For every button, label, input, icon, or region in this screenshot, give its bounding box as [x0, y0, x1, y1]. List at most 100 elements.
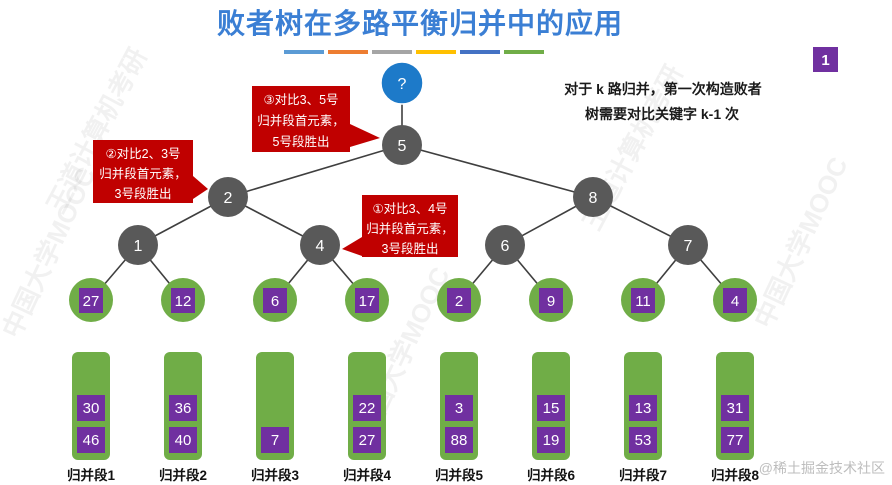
- merge-segment-label: 归并段8: [711, 467, 759, 483]
- title-underline-bar: [460, 50, 500, 54]
- internal-node: 6: [485, 225, 525, 265]
- merge-segment: 31 77 归并段8: [711, 352, 759, 483]
- segment-key-box: [445, 395, 473, 421]
- callout-line: 5号段胜出: [273, 134, 330, 149]
- merge-segment: 3 88 归并段5: [435, 352, 483, 483]
- leaf-key-box: [631, 288, 655, 313]
- leaf-key-label: 17: [359, 293, 376, 310]
- corner-watermark: @稀土掘金技术社区: [759, 460, 885, 476]
- segment-key-label: 31: [727, 400, 744, 417]
- k-way-note-line: 对于 k 路归并，第一次构造败者: [564, 81, 762, 97]
- leaf-key-box: [539, 288, 563, 313]
- segment-key-label: 13: [635, 400, 652, 417]
- leaf-key-box: [447, 288, 471, 313]
- tree-edge: [227, 144, 403, 198]
- internal-node-label: 1: [134, 238, 143, 255]
- internal-node: 1: [118, 225, 158, 265]
- page-badge-box: [813, 47, 838, 72]
- merge-segment: 13 53 归并段7: [619, 352, 667, 483]
- root-node-circle: [380, 61, 424, 105]
- segment-key-label: 53: [635, 432, 652, 449]
- root-node: ?: [380, 61, 424, 105]
- leaf-key-label: 6: [271, 293, 279, 310]
- leaf-key-label: 4: [731, 293, 739, 310]
- leaf-key-label: 9: [547, 293, 555, 310]
- merge-segment-label: 归并段3: [251, 467, 299, 483]
- segment-key-box: [537, 395, 565, 421]
- segment-key-box: [353, 427, 381, 453]
- internal-node-label: 8: [589, 190, 598, 207]
- page-badge-number: 1: [821, 52, 829, 69]
- merge-segment-label: 归并段6: [527, 467, 575, 483]
- segment-key-label: 7: [271, 432, 279, 449]
- internal-node-circle: [668, 225, 708, 265]
- internal-node: 8: [573, 177, 613, 217]
- callout-line: ③对比3、5号: [263, 93, 338, 107]
- title-underline-bar: [328, 50, 368, 54]
- merge-segment: 15 19 归并段6: [527, 352, 575, 483]
- watermark-text: 中国大学MOOC: [748, 152, 853, 332]
- merge-segment-label: 归并段7: [619, 467, 667, 483]
- title-underline-bar: [372, 50, 412, 54]
- internal-node-circle: [485, 225, 525, 265]
- segment-key-box: [721, 427, 749, 453]
- segment-key-box: [629, 427, 657, 453]
- segment-key-box: [629, 395, 657, 421]
- segment-key-box: [169, 427, 197, 453]
- segment-key-box: [445, 427, 473, 453]
- internal-node-label: 4: [316, 238, 325, 255]
- leaf-key-box: [723, 288, 747, 313]
- segment-key-label: 36: [175, 400, 192, 417]
- title-underline-bar: [284, 50, 324, 54]
- merge-segment: 36 40 归并段2: [159, 352, 207, 483]
- title-underline-bar: [416, 50, 456, 54]
- internal-node-label: 5: [398, 138, 407, 155]
- segment-key-box: [353, 395, 381, 421]
- segment-key-box: [169, 395, 197, 421]
- leaf-key-box: [171, 288, 195, 313]
- segment-key-box: [537, 427, 565, 453]
- callout-compare-3-4: ①对比3、4号 归并段首元素， 3号段胜出: [342, 195, 458, 257]
- internal-node-circle: [573, 177, 613, 217]
- leaf-node: 9: [529, 278, 573, 322]
- leaf-node: 27: [69, 278, 113, 322]
- segment-key-label: 22: [359, 400, 376, 417]
- callout-line: 3号段胜出: [115, 186, 172, 201]
- merge-segment: 22 27 归并段4: [343, 352, 391, 483]
- segment-key-label: 19: [543, 432, 560, 449]
- segment-key-label: 3: [455, 400, 463, 417]
- callout-line: 归并段首元素，: [257, 113, 345, 128]
- leaf-key-box: [263, 288, 287, 313]
- leaf-key-box: [355, 288, 379, 313]
- internal-node-circle: [208, 177, 248, 217]
- page-badge: 1: [813, 47, 838, 72]
- merge-segment-label: 归并段5: [435, 467, 483, 483]
- leaf-node: 2: [437, 278, 481, 322]
- internal-node-label: 6: [501, 238, 510, 255]
- segment-key-label: 40: [175, 432, 192, 449]
- internal-node: 7: [668, 225, 708, 265]
- root-node-label: ?: [398, 76, 407, 93]
- leaf-key-label: 12: [175, 293, 192, 310]
- segment-key-label: 46: [83, 432, 100, 449]
- leaf-key-label: 2: [455, 293, 463, 310]
- segment-key-label: 88: [451, 432, 468, 449]
- leaf-node: 6: [253, 278, 297, 322]
- callout-bubble: [93, 140, 208, 203]
- merge-segment-label: 归并段4: [343, 467, 391, 483]
- merge-segment: 30 46 归并段1: [67, 352, 115, 483]
- k-way-note-line: 树需要对比关键字 k-1 次: [585, 106, 739, 122]
- segment-key-box: [77, 427, 105, 453]
- callout-line: 归并段首元素，: [366, 221, 454, 236]
- callout-bubble: [342, 195, 458, 257]
- tree-edge: [401, 144, 594, 198]
- segment-key-label: 30: [83, 400, 100, 417]
- internal-node-circle: [118, 225, 158, 265]
- callout-line: 3号段胜出: [382, 241, 439, 256]
- segment-key-box: [77, 395, 105, 421]
- title-underline-bar: [504, 50, 544, 54]
- internal-node: 4: [300, 225, 340, 265]
- leaf-key-label: 27: [83, 293, 100, 310]
- internal-node-circle: [300, 225, 340, 265]
